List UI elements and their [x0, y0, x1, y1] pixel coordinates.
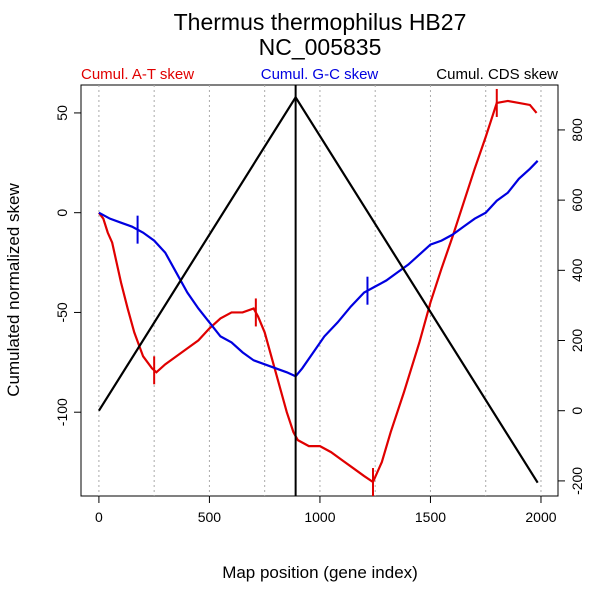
x-tick-label: 0	[95, 509, 103, 525]
y-tick-label: -100	[54, 398, 70, 426]
y2-tick-label: 200	[569, 329, 585, 353]
x-tick-label: 1000	[304, 509, 335, 525]
x-tick-label: 1500	[415, 509, 446, 525]
y-tick-label: -50	[54, 302, 70, 322]
y2-tick-label: -200	[569, 467, 585, 495]
y-axis-label: Cumulated normalized skew	[4, 183, 23, 397]
series-line	[98, 160, 539, 378]
legend-label: Cumul. A-T skew	[81, 66, 194, 83]
chart-title: Thermus thermophilus HB27	[174, 9, 467, 35]
legend-label: Cumul. G-C skew	[261, 66, 379, 83]
y-tick-label: 0	[54, 209, 70, 217]
x-axis-label: Map position (gene index)	[222, 563, 418, 582]
y2-tick-label: 0	[569, 407, 585, 415]
chart-subtitle: NC_005835	[259, 34, 382, 60]
y2-tick-label: 400	[569, 258, 585, 282]
legend-label: Cumul. CDS skew	[436, 66, 558, 83]
y2-tick-label: 800	[569, 118, 585, 142]
series-line	[98, 99, 538, 484]
y-tick-label: 50	[54, 105, 70, 121]
x-tick-label: 500	[198, 509, 222, 525]
x-tick-label: 2000	[525, 509, 556, 525]
series-line	[97, 95, 539, 484]
y2-tick-label: 600	[569, 188, 585, 212]
